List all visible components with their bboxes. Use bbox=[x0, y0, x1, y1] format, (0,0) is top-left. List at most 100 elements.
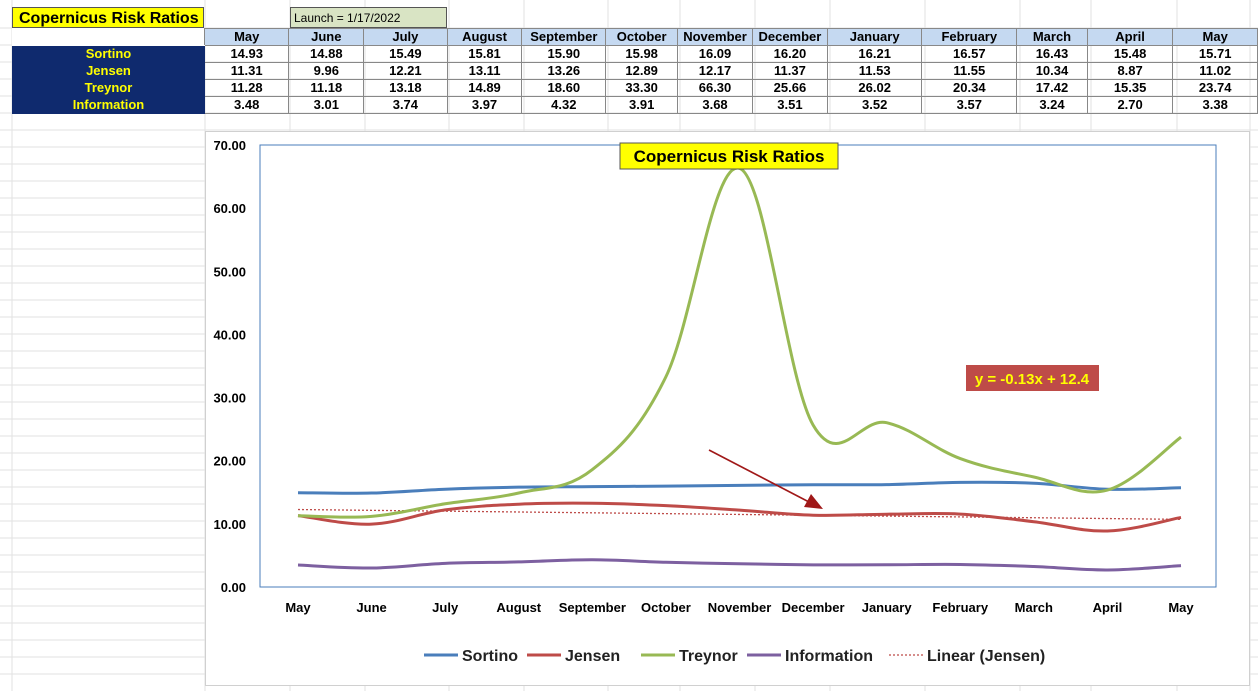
y-tick-label: 0.00 bbox=[221, 580, 246, 595]
ratio-cell[interactable]: 12.17 bbox=[677, 62, 753, 80]
ratio-cell[interactable]: 11.37 bbox=[751, 62, 828, 80]
ratio-cell[interactable]: 10.34 bbox=[1016, 62, 1088, 80]
ratio-cell[interactable]: 18.60 bbox=[521, 79, 607, 97]
table-row: Sortino 14.93 14.88 15.49 15.81 15.90 15.98 16.… bbox=[12, 45, 1258, 63]
x-tick-label: May bbox=[1168, 600, 1194, 615]
ratio-cell[interactable]: 14.89 bbox=[446, 79, 523, 97]
ratio-cell[interactable]: 15.49 bbox=[363, 45, 448, 63]
ratio-cell[interactable]: 11.28 bbox=[203, 79, 290, 97]
ratio-cell[interactable]: 20.34 bbox=[921, 79, 1018, 97]
ratio-cell[interactable]: 15.98 bbox=[605, 45, 679, 63]
chart-title: Copernicus Risk Ratios bbox=[634, 147, 825, 166]
ratio-cell[interactable]: 3.57 bbox=[921, 96, 1018, 114]
ratio-cell[interactable]: 15.90 bbox=[521, 45, 607, 63]
table-header-row: May June July August September October N… bbox=[12, 28, 1258, 46]
month-header: May bbox=[1172, 28, 1258, 46]
ratio-cell[interactable]: 12.89 bbox=[605, 62, 679, 80]
month-header: December bbox=[751, 28, 828, 46]
month-header: April bbox=[1086, 28, 1174, 46]
ratio-cell[interactable]: 3.24 bbox=[1016, 96, 1088, 114]
series-line-jensen[interactable] bbox=[297, 501, 1182, 533]
ratio-cell[interactable]: 15.71 bbox=[1172, 45, 1258, 63]
ratio-cell[interactable]: 4.32 bbox=[521, 96, 607, 114]
legend-label: Jensen bbox=[565, 648, 620, 665]
x-tick-label: February bbox=[932, 600, 988, 615]
y-tick-label: 50.00 bbox=[213, 264, 246, 279]
month-header: October bbox=[605, 28, 679, 46]
launch-date-cell[interactable]: Launch = 1/17/2022 bbox=[290, 7, 447, 28]
x-tick-label: December bbox=[782, 600, 845, 615]
ratio-cell[interactable]: 17.42 bbox=[1016, 79, 1088, 97]
ratio-cell[interactable]: 16.20 bbox=[751, 45, 828, 63]
ratio-cell[interactable]: 3.52 bbox=[826, 96, 923, 114]
ratio-cell[interactable]: 33.30 bbox=[605, 79, 679, 97]
x-tick-label: August bbox=[496, 600, 541, 615]
ratio-cell[interactable]: 15.35 bbox=[1086, 79, 1174, 97]
chart-area[interactable]: 0.00 10.00 20.00 30.00 40.00 50.00 60.00 70.00 … bbox=[205, 131, 1250, 686]
ratio-cell[interactable]: 13.26 bbox=[521, 62, 607, 80]
ratio-cell[interactable]: 16.09 bbox=[677, 45, 753, 63]
ratio-cell[interactable]: 3.91 bbox=[605, 96, 679, 114]
month-header: July bbox=[363, 28, 448, 46]
y-tick-label: 30.00 bbox=[213, 391, 246, 406]
y-tick-label: 10.00 bbox=[213, 517, 246, 532]
risk-ratios-line-chart: 0.0010.0020.0030.0040.0050.0060.0070.00 … bbox=[213, 138, 1217, 665]
sheet-title: Copernicus Risk Ratios bbox=[12, 7, 204, 28]
x-tick-label: April bbox=[1093, 600, 1123, 615]
ratio-cell[interactable]: 11.55 bbox=[921, 62, 1018, 80]
ratio-cell[interactable]: 11.02 bbox=[1172, 62, 1258, 80]
x-tick-label: September bbox=[559, 600, 626, 615]
ratio-cell[interactable]: 3.38 bbox=[1172, 96, 1258, 114]
x-tick-label: May bbox=[285, 600, 311, 615]
ratio-cell[interactable]: 14.93 bbox=[203, 45, 290, 63]
ratio-cell[interactable]: 11.53 bbox=[826, 62, 923, 80]
ratio-cell[interactable]: 3.01 bbox=[288, 96, 365, 114]
month-header: May bbox=[203, 28, 290, 46]
ratio-cell[interactable]: 8.87 bbox=[1086, 62, 1174, 80]
header-corner bbox=[12, 28, 205, 46]
row-label[interactable]: Sortino bbox=[12, 45, 205, 63]
ratio-cell[interactable]: 3.74 bbox=[363, 96, 448, 114]
ratio-cell[interactable]: 16.57 bbox=[921, 45, 1018, 63]
risk-ratios-table: May June July August September October N… bbox=[12, 28, 1258, 114]
x-tick-label: January bbox=[862, 600, 913, 615]
ratio-cell[interactable]: 15.81 bbox=[446, 45, 523, 63]
ratio-cell[interactable]: 25.66 bbox=[751, 79, 828, 97]
series-line-treynor[interactable] bbox=[297, 166, 1182, 519]
ratio-cell[interactable]: 11.18 bbox=[288, 79, 365, 97]
ratio-cell[interactable]: 13.18 bbox=[363, 79, 448, 97]
month-header: November bbox=[677, 28, 753, 46]
ratio-cell[interactable]: 3.51 bbox=[751, 96, 828, 114]
ratio-cell[interactable]: 11.31 bbox=[203, 62, 290, 80]
row-label[interactable]: Jensen bbox=[12, 62, 205, 80]
ratio-cell[interactable]: 3.68 bbox=[677, 96, 753, 114]
series-line-information[interactable] bbox=[297, 558, 1182, 572]
ratio-cell[interactable]: 2.70 bbox=[1086, 96, 1174, 114]
month-header: August bbox=[446, 28, 523, 46]
ratio-cell[interactable]: 14.88 bbox=[288, 45, 365, 63]
month-header: February bbox=[921, 28, 1018, 46]
ratio-cell[interactable]: 23.74 bbox=[1172, 79, 1258, 97]
month-header: September bbox=[521, 28, 607, 46]
ratio-cell[interactable]: 15.48 bbox=[1086, 45, 1174, 63]
ratio-cell[interactable]: 12.21 bbox=[363, 62, 448, 80]
ratio-cell[interactable]: 9.96 bbox=[288, 62, 365, 80]
y-tick-label: 20.00 bbox=[213, 454, 246, 469]
ratio-cell[interactable]: 16.21 bbox=[826, 45, 923, 63]
trendline-jensen bbox=[297, 508, 1182, 521]
ratio-cell[interactable]: 13.11 bbox=[446, 62, 523, 80]
month-header: January bbox=[826, 28, 923, 46]
ratio-cell[interactable]: 16.43 bbox=[1016, 45, 1088, 63]
ratio-cell[interactable]: 66.30 bbox=[677, 79, 753, 97]
chart-legend: Sortino Jensen Treynor Information Linear (J… bbox=[424, 648, 1045, 665]
table-row: Information 3.48 3.01 3.74 3.97 4.32 3.91 3.68 3… bbox=[12, 96, 1258, 114]
row-label[interactable]: Treynor bbox=[12, 79, 205, 97]
row-label[interactable]: Information bbox=[12, 96, 205, 114]
ratio-cell[interactable]: 3.97 bbox=[446, 96, 523, 114]
trendline-equation-box bbox=[966, 365, 1099, 391]
ratio-cell[interactable]: 26.02 bbox=[826, 79, 923, 97]
legend-label: Sortino bbox=[462, 648, 518, 665]
ratio-cell[interactable]: 3.48 bbox=[203, 96, 290, 114]
series-line-sortino[interactable] bbox=[297, 480, 1182, 495]
annotation-arrow-line bbox=[708, 449, 810, 503]
